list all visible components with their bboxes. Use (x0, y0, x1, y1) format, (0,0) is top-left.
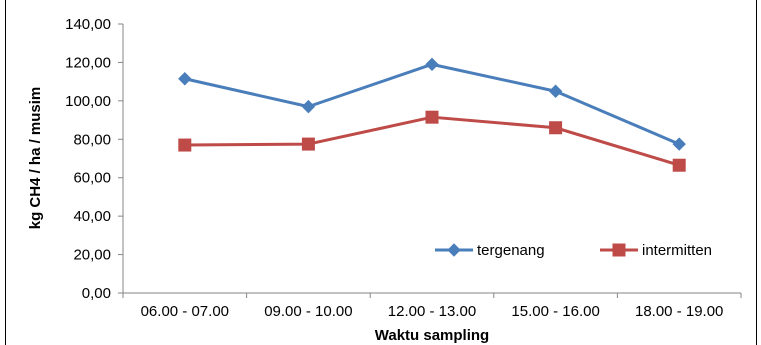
legend-label: tergenang (477, 242, 545, 259)
data-point-intermitten (301, 137, 315, 151)
series-intermitten (178, 110, 686, 172)
x-tick-label: 09.00 - 10.00 (264, 303, 352, 320)
y-tick-label: 100,00 (65, 93, 111, 110)
legend-item-tergenang: tergenang (435, 242, 545, 259)
y-tick-label: 0,00 (82, 285, 111, 302)
x-axis-title: Waktu sampling (375, 327, 489, 343)
y-tick-label: 140,00 (65, 16, 111, 33)
chart-frame (5, 0, 757, 345)
data-point-intermitten (549, 121, 563, 135)
axes (122, 24, 741, 294)
series-layer (178, 57, 686, 172)
y-tick-label: 20,00 (73, 247, 111, 264)
legend-label: intermitten (642, 242, 712, 259)
x-tick-label: 12.00 - 13.00 (388, 303, 476, 320)
legend-item-intermitten: intermitten (600, 242, 712, 259)
y-ticks: 0,00 20,00 40,00 60,00 80,00 100,00 120,00 140,… (65, 16, 123, 302)
y-tick-label: 60,00 (73, 170, 111, 187)
data-point-tergenang (301, 99, 316, 114)
x-tick-label: 15.00 - 16.00 (511, 303, 599, 320)
data-point-intermitten (425, 110, 439, 124)
series-line-tergenang (184, 62, 680, 146)
data-point-intermitten (178, 138, 192, 152)
data-point-tergenang (548, 84, 563, 98)
data-point-intermitten (672, 158, 686, 172)
x-tick-label: 06.00 - 07.00 (141, 303, 229, 320)
y-tick-label: 40,00 (73, 208, 111, 225)
y-axis-title: kg CH4 / ha / musim (27, 87, 44, 230)
data-point-tergenang (425, 57, 439, 72)
x-tick-label: 18.00 - 19.00 (635, 303, 723, 320)
data-point-tergenang (178, 72, 192, 86)
legend-marker (447, 243, 461, 257)
legend-marker (612, 243, 626, 257)
x-ticks: 06.00 - 07.00 09.00 - 10.00 12.00 - 13.00 1… (122, 293, 742, 320)
series-line-intermitten (184, 115, 680, 167)
y-tick-label: 80,00 (73, 131, 111, 148)
series-tergenang (178, 57, 686, 151)
data-point-tergenang (672, 137, 686, 151)
legend: tergenang intermitten (435, 242, 712, 259)
y-tick-label: 120,00 (65, 54, 111, 71)
